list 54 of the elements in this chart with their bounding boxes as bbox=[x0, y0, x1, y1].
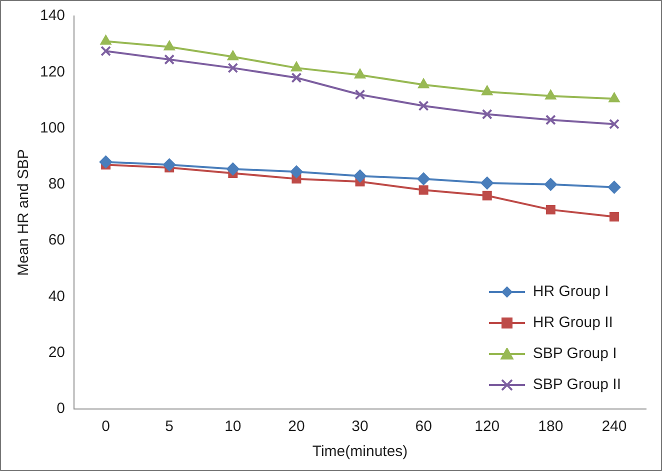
point bbox=[546, 204, 556, 214]
point bbox=[482, 109, 492, 120]
legend-label: SBP Group I bbox=[532, 345, 617, 362]
point bbox=[354, 170, 367, 183]
point bbox=[480, 176, 494, 190]
x-tick-label: 20 bbox=[288, 418, 305, 436]
x-tick-label: 60 bbox=[415, 418, 432, 436]
x-tick-label: 240 bbox=[602, 418, 627, 436]
point bbox=[418, 100, 429, 112]
point bbox=[544, 90, 556, 100]
point bbox=[608, 118, 620, 130]
x-axis-title: Time(minutes) bbox=[312, 443, 408, 460]
point bbox=[608, 92, 620, 102]
y-tick-label: 20 bbox=[48, 344, 66, 361]
point bbox=[290, 61, 302, 72]
point bbox=[608, 180, 621, 194]
point bbox=[544, 178, 558, 191]
x-tick-label: 10 bbox=[224, 418, 242, 436]
point bbox=[354, 89, 366, 100]
point bbox=[482, 190, 492, 200]
point bbox=[545, 114, 556, 126]
point bbox=[164, 54, 175, 65]
y-tick-label: 140 bbox=[40, 7, 66, 24]
point bbox=[100, 46, 112, 56]
point bbox=[164, 40, 176, 50]
point bbox=[100, 34, 112, 45]
point bbox=[418, 78, 430, 88]
legend-label: HR Group I bbox=[532, 283, 609, 300]
y-tick-label: 120 bbox=[40, 63, 66, 80]
y-tick-label: 80 bbox=[48, 176, 66, 193]
y-tick-label: 100 bbox=[40, 119, 66, 136]
legend-label: HR Group II bbox=[532, 314, 613, 331]
point bbox=[609, 212, 619, 222]
point bbox=[228, 62, 238, 74]
y-tick-label: 0 bbox=[56, 400, 66, 418]
legend-label: SBP Group II bbox=[532, 376, 621, 393]
point bbox=[354, 68, 366, 78]
y-axis-title: Mean HR and SBP bbox=[15, 149, 32, 276]
point bbox=[291, 72, 302, 83]
point bbox=[481, 85, 493, 96]
x-tick-label: 120 bbox=[474, 418, 500, 436]
point bbox=[227, 50, 239, 60]
x-tick-label: 5 bbox=[165, 418, 174, 436]
point bbox=[226, 162, 240, 176]
point bbox=[290, 165, 303, 178]
x-tick-label: 180 bbox=[538, 418, 564, 436]
point bbox=[99, 155, 112, 168]
x-tick-label: 30 bbox=[352, 418, 368, 436]
point bbox=[418, 185, 428, 195]
point bbox=[417, 172, 430, 186]
point bbox=[162, 158, 176, 172]
y-tick-label: 40 bbox=[48, 288, 66, 305]
x-tick-label: 0 bbox=[102, 418, 110, 436]
y-tick-label: 60 bbox=[48, 232, 66, 249]
